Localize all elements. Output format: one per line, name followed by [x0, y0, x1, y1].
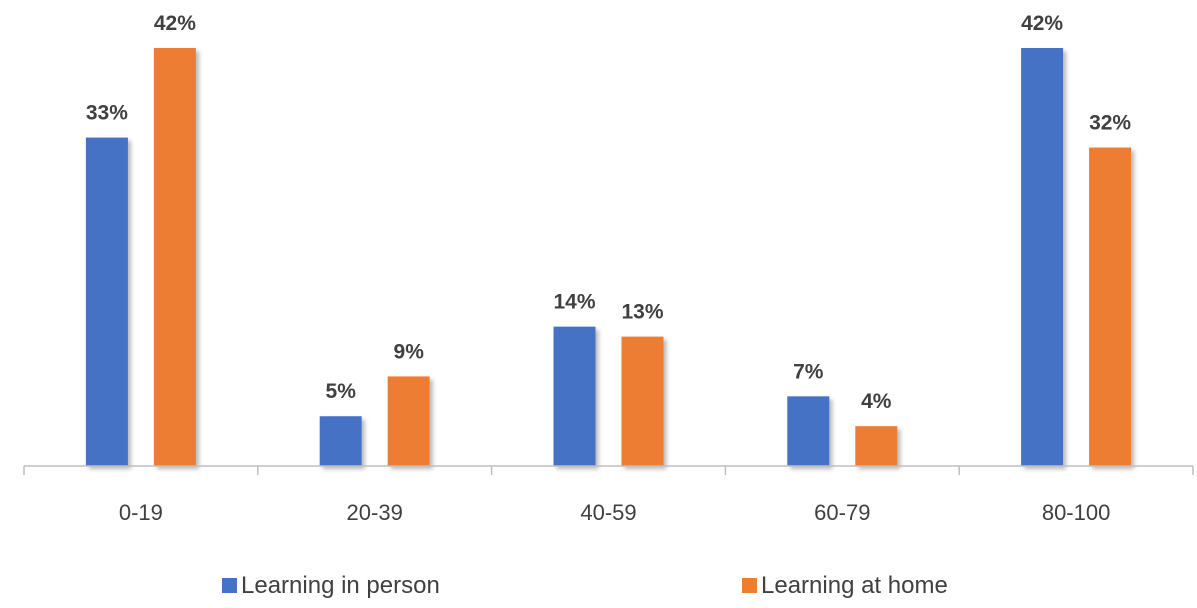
bar-in-person-0-19 — [85, 137, 128, 467]
x-tick-label: 80-100 — [1042, 500, 1111, 525]
bar-at-home-0-19 — [153, 48, 196, 466]
legend-item-at-home: Learning at home — [742, 572, 948, 599]
bar-at-home-20-39 — [387, 376, 430, 466]
legend-swatch — [742, 578, 757, 593]
x-tick-label: 20-39 — [347, 500, 403, 525]
data-labels: 33% 42% 5% 9% 14% 13% 7% 4% 42% 32% — [86, 12, 1132, 413]
legend-label: Learning in person — [241, 572, 440, 599]
data-label-at-home-40-59: 13% — [621, 301, 663, 324]
bar-in-person-40-59 — [553, 326, 596, 466]
bar-in-person-60-79 — [787, 396, 830, 466]
bar-at-home-80-100 — [1089, 147, 1132, 466]
data-label-at-home-80-100: 32% — [1089, 112, 1131, 135]
bar-in-person-80-100 — [1021, 48, 1064, 466]
data-label-in-person-40-59: 14% — [553, 291, 595, 314]
data-label-in-person-60-79: 7% — [793, 360, 824, 383]
bar-at-home-60-79 — [855, 426, 898, 466]
x-tick-label: 0-19 — [119, 500, 163, 525]
x-axis: 0-19 20-39 40-59 60-79 80-100 — [23, 465, 1194, 525]
data-label-at-home-60-79: 4% — [861, 390, 892, 413]
data-label-in-person-0-19: 33% — [86, 102, 128, 125]
bar-at-home-40-59 — [621, 336, 664, 466]
bars — [85, 48, 1132, 467]
data-label-in-person-80-100: 42% — [1021, 12, 1063, 35]
legend-swatch — [222, 578, 237, 593]
legend-label: Learning at home — [761, 572, 948, 599]
data-label-at-home-20-39: 9% — [394, 340, 425, 363]
legend-item-in-person: Learning in person — [222, 572, 440, 599]
legend: Learning in person Learning at home — [222, 572, 948, 599]
bar-in-person-20-39 — [319, 416, 362, 466]
data-label-at-home-0-19: 42% — [154, 12, 196, 35]
x-tick-label: 60-79 — [814, 500, 870, 525]
x-tick-label: 40-59 — [580, 500, 636, 525]
data-label-in-person-20-39: 5% — [326, 380, 357, 403]
